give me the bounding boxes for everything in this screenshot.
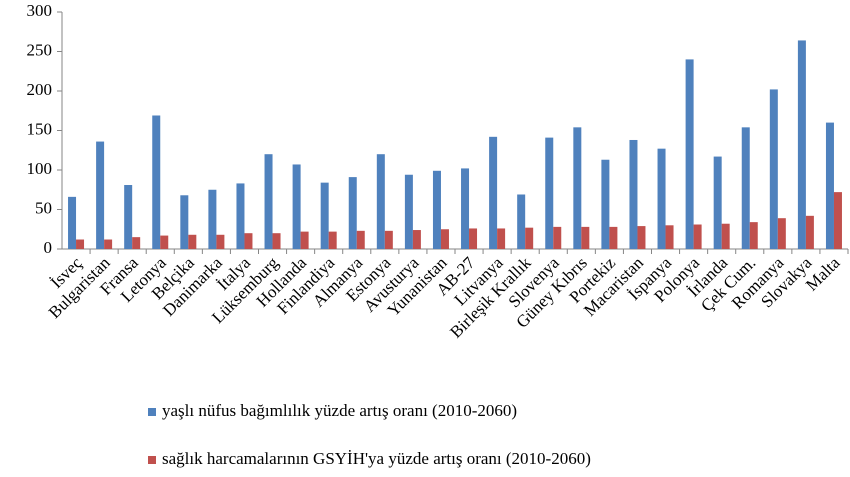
legend-label: sağlık harcamalarının GSYİH'ya yüzde art… (162, 449, 591, 468)
bar (553, 226, 562, 249)
bar (461, 168, 470, 249)
bar (657, 148, 666, 249)
bar (124, 185, 133, 249)
y-tick-label: 100 (27, 159, 53, 178)
bar (581, 226, 590, 249)
bar (665, 225, 674, 249)
bar (497, 228, 506, 249)
bar (685, 59, 694, 250)
y-tick-label: 200 (27, 80, 53, 99)
bar (404, 174, 413, 249)
bar (601, 159, 610, 249)
bar (208, 189, 217, 249)
bar (749, 222, 758, 249)
bar (693, 224, 702, 249)
legend-swatch (148, 456, 156, 464)
bar (469, 228, 478, 249)
bar (825, 122, 834, 249)
y-tick-label: 250 (27, 40, 53, 59)
bar (356, 230, 365, 249)
bar (713, 156, 722, 249)
bar (741, 127, 750, 249)
bar (525, 227, 534, 249)
bar (320, 182, 329, 249)
bar (805, 215, 814, 249)
bar (152, 115, 161, 250)
bar (384, 230, 393, 249)
bar (76, 239, 85, 249)
y-tick-label: 50 (35, 198, 52, 217)
bar (328, 231, 337, 249)
bar (160, 235, 169, 249)
bar (216, 234, 225, 249)
bar (777, 218, 786, 249)
bar (517, 194, 526, 249)
bar (629, 139, 638, 249)
bar (132, 237, 141, 249)
bar (721, 223, 730, 249)
bar (348, 177, 357, 249)
y-tick-label: 300 (27, 1, 53, 20)
bar (797, 40, 806, 249)
bar (96, 141, 105, 249)
y-tick-label: 0 (44, 238, 53, 257)
bar (440, 229, 449, 249)
bar (637, 226, 646, 249)
bar (545, 137, 554, 249)
bar (609, 226, 618, 249)
bar (264, 154, 273, 249)
bar (489, 136, 498, 249)
bar (188, 234, 197, 249)
bar (68, 196, 77, 249)
bar (292, 164, 301, 249)
bar (432, 170, 441, 249)
bar (244, 233, 253, 249)
bar (104, 239, 113, 249)
bar (833, 192, 842, 249)
bar (769, 89, 778, 249)
x-tick-label: Malta (802, 253, 844, 295)
bar (236, 183, 245, 249)
bar (376, 154, 385, 249)
legend-swatch (148, 408, 156, 416)
y-tick-label: 150 (27, 119, 53, 138)
legend-label: yaşlı nüfus bağımlılık yüzde artış oranı… (162, 401, 517, 420)
bar (412, 230, 421, 249)
bar (272, 233, 281, 249)
bar (180, 195, 189, 249)
bar (300, 231, 309, 249)
bar (573, 127, 582, 249)
